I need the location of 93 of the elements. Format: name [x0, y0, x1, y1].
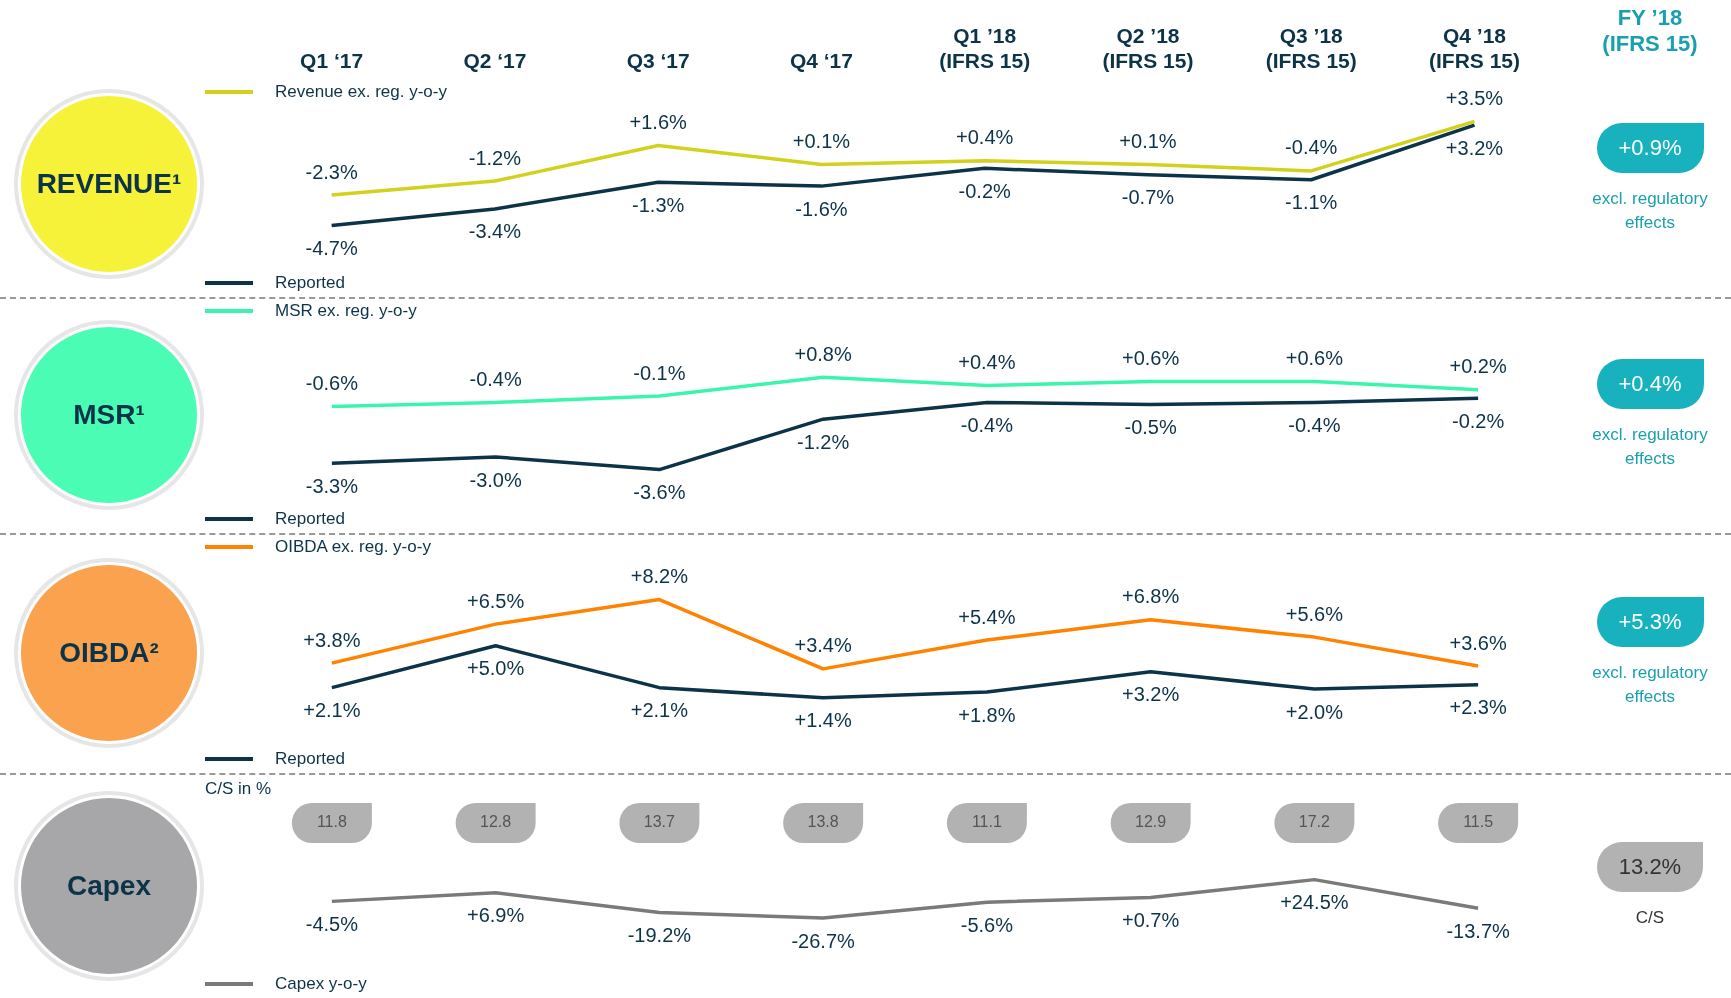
data-label: -0.2% — [958, 179, 1012, 202]
data-label: -1.2% — [468, 146, 522, 169]
data-label: +0.1% — [1119, 130, 1177, 153]
data-label: +1.4% — [794, 709, 852, 732]
data-label: +3.5% — [1445, 86, 1504, 109]
data-label: -4.5% — [305, 912, 359, 935]
chart-title: Capex — [65, 868, 152, 903]
text: 11.8 — [316, 813, 347, 831]
text: 13.7 — [643, 813, 676, 831]
legend-label: Reported — [275, 509, 345, 529]
text: FY ’18 (IFRS 15) — [1602, 5, 1698, 57]
data-label: -0.6% — [305, 372, 359, 395]
data-label: +6.9% — [466, 904, 525, 927]
data-label: -4.7% — [305, 237, 358, 260]
data-label: -3.4% — [468, 220, 522, 243]
x-tick-label: Q4 ’18 (IFRS 15) — [1428, 24, 1520, 73]
data-label: -0.4% — [960, 413, 1014, 436]
legend-label: Revenue ex. reg. y-o-y — [275, 82, 447, 102]
text: 12.9 — [1135, 813, 1167, 831]
text: 11.1 — [971, 813, 1002, 831]
data-label: -3.6% — [633, 481, 686, 504]
x-tick-label: Q3 ‘17 — [626, 49, 690, 73]
x-tick-label: Q4 ‘17 — [789, 49, 853, 73]
data-label: +0.2% — [1449, 355, 1507, 378]
data-label: +3.2% — [1121, 683, 1180, 706]
data-label: +0.6% — [1285, 346, 1344, 369]
data-label: -2.3% — [305, 160, 358, 183]
data-label: +3.6% — [1449, 631, 1507, 654]
data-label: -5.6% — [960, 913, 1014, 936]
text: 11.5 — [1463, 813, 1494, 831]
text: +0.9% — [1596, 122, 1704, 173]
data-label: +0.1% — [792, 130, 851, 153]
data-label: +3.4% — [794, 634, 852, 657]
legend-label: OIBDA ex. reg. y-o-y — [275, 537, 431, 557]
text: OIBDA² — [58, 636, 160, 670]
text: +0.4% — [1596, 359, 1704, 410]
text: 13.8 — [807, 813, 839, 831]
text: 17.2 — [1298, 813, 1331, 831]
text: 12.8 — [480, 813, 512, 831]
text: C/S — [1634, 906, 1666, 929]
x-tick-label: Q2 ’18 (IFRS 15) — [1102, 24, 1194, 73]
data-label: +2.1% — [303, 699, 361, 722]
x-tick-label: Q1 ‘17 — [300, 49, 364, 73]
data-label: +2.0% — [1285, 700, 1344, 723]
data-label: +8.2% — [630, 565, 689, 588]
data-label: +0.7% — [1121, 908, 1180, 931]
data-label: +24.5% — [1280, 891, 1349, 914]
data-label: -0.2% — [1452, 409, 1505, 432]
data-label: -0.4% — [1288, 413, 1341, 436]
data-label: +0.4% — [956, 126, 1014, 149]
data-label: -1.2% — [797, 430, 850, 453]
data-label: +0.4% — [958, 351, 1016, 374]
data-label: +3.8% — [303, 628, 361, 651]
data-label: -3.0% — [469, 468, 522, 491]
data-label: +5.0% — [466, 657, 525, 680]
data-label: -1.1% — [1285, 191, 1338, 214]
legend-label: Reported — [275, 749, 345, 769]
data-label: +5.6% — [1285, 602, 1344, 625]
legend-label: MSR ex. reg. y-o-y — [275, 301, 417, 321]
text: 13.2% — [1596, 841, 1704, 892]
data-label: +0.8% — [794, 342, 852, 365]
data-label: +1.8% — [958, 703, 1016, 726]
data-label: +6.5% — [466, 589, 525, 612]
data-label: -0.4% — [1285, 136, 1338, 159]
data-label: +3.2% — [1445, 136, 1504, 159]
data-label: +2.1% — [630, 699, 689, 722]
text: excl. regulatory effects — [1591, 662, 1709, 708]
data-label: +1.6% — [629, 111, 688, 133]
data-label: +6.8% — [1121, 585, 1180, 608]
legend-label: Capex y-o-y — [275, 974, 367, 994]
data-label: -19.2% — [627, 923, 692, 946]
data-label: -0.5% — [1124, 416, 1177, 439]
data-label: -1.6% — [795, 197, 848, 220]
data-label: -1.3% — [632, 193, 685, 216]
data-label: -3.3% — [305, 474, 359, 497]
y-axis-title: C/S in % — [205, 779, 272, 799]
data-label: -0.7% — [1121, 186, 1175, 209]
data-label: +2.3% — [1449, 696, 1507, 719]
x-tick-label: Q2 ‘17 — [463, 49, 527, 73]
text: MSR¹ — [72, 398, 146, 432]
data-label: -0.4% — [469, 367, 522, 390]
data-label: -26.7% — [791, 929, 856, 952]
data-label: -13.7% — [1446, 919, 1511, 942]
x-tick-label: Q1 ’18 (IFRS 15) — [939, 24, 1031, 73]
text: excl. regulatory effects — [1591, 424, 1709, 470]
data-label: +5.4% — [958, 605, 1016, 628]
data-label: +0.6% — [1121, 346, 1180, 369]
text: excl. regulatory effects — [1591, 187, 1709, 234]
text: REVENUE¹ — [35, 166, 183, 201]
x-tick-label: Q3 ’18 (IFRS 15) — [1265, 24, 1357, 73]
text: +5.3% — [1596, 597, 1704, 648]
legend-label: Reported — [275, 273, 345, 293]
data-label: -0.1% — [633, 361, 686, 384]
